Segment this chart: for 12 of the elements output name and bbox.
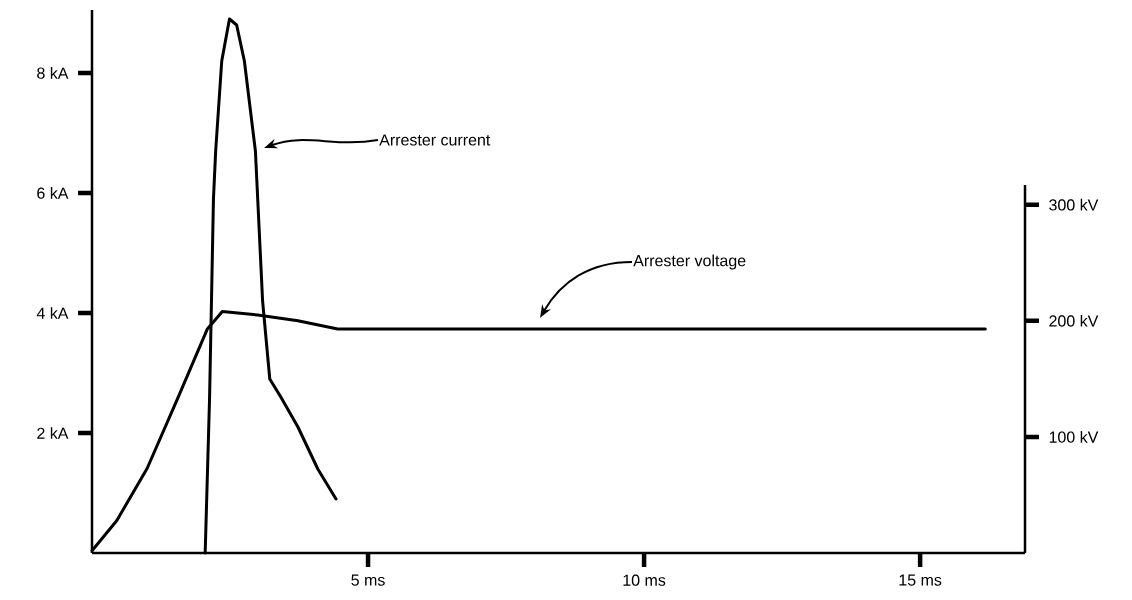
y2-tick-label: 300 kV: [1049, 198, 1099, 211]
y-tick-label: 4 kA: [36, 307, 69, 319]
y-tick-label: 6 kA: [37, 187, 69, 199]
y-tick-label: 2 kA: [37, 427, 69, 439]
x-tick-label: 5 ms: [351, 574, 385, 586]
y-tick-label: 8 kA: [37, 67, 69, 79]
annotation: Arrester voltage: [633, 254, 746, 270]
x-tick-label: 15 ms: [899, 574, 942, 586]
y2-tick-label: 200 kV: [1049, 314, 1099, 327]
x-tick-label: 10 ms: [623, 574, 666, 586]
y2-tick-label: 100 kV: [1049, 431, 1099, 443]
annotation: Arrester current: [379, 134, 491, 146]
